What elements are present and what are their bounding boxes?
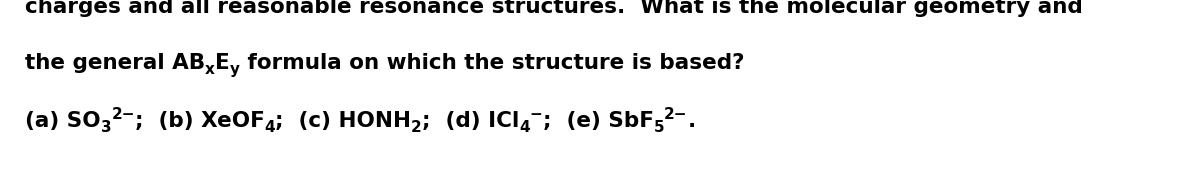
Text: ;  (d) ICl: ; (d) ICl [422, 111, 520, 131]
Text: ;  (c) HONH: ; (c) HONH [275, 111, 412, 131]
Text: the general AB: the general AB [25, 53, 205, 73]
Text: 3: 3 [101, 120, 112, 135]
Text: 4: 4 [520, 120, 530, 135]
Text: 5: 5 [654, 120, 665, 135]
Text: y: y [229, 62, 240, 76]
Text: ;  (b) XeOF: ; (b) XeOF [134, 111, 265, 131]
Text: 2−: 2− [665, 107, 688, 122]
Text: 4: 4 [265, 120, 275, 135]
Text: .: . [688, 111, 696, 131]
Text: 2−: 2− [112, 107, 134, 122]
Text: E: E [215, 53, 229, 73]
Text: charges and all reasonable resonance structures.  What is the molecular geometry: charges and all reasonable resonance str… [25, 0, 1082, 17]
Text: x: x [205, 62, 215, 76]
Text: (a) SO: (a) SO [25, 111, 101, 131]
Text: 2: 2 [412, 120, 422, 135]
Text: formula on which the structure is based?: formula on which the structure is based? [240, 53, 744, 73]
Text: ;  (e) SbF: ; (e) SbF [542, 111, 654, 131]
Text: −: − [530, 107, 542, 122]
